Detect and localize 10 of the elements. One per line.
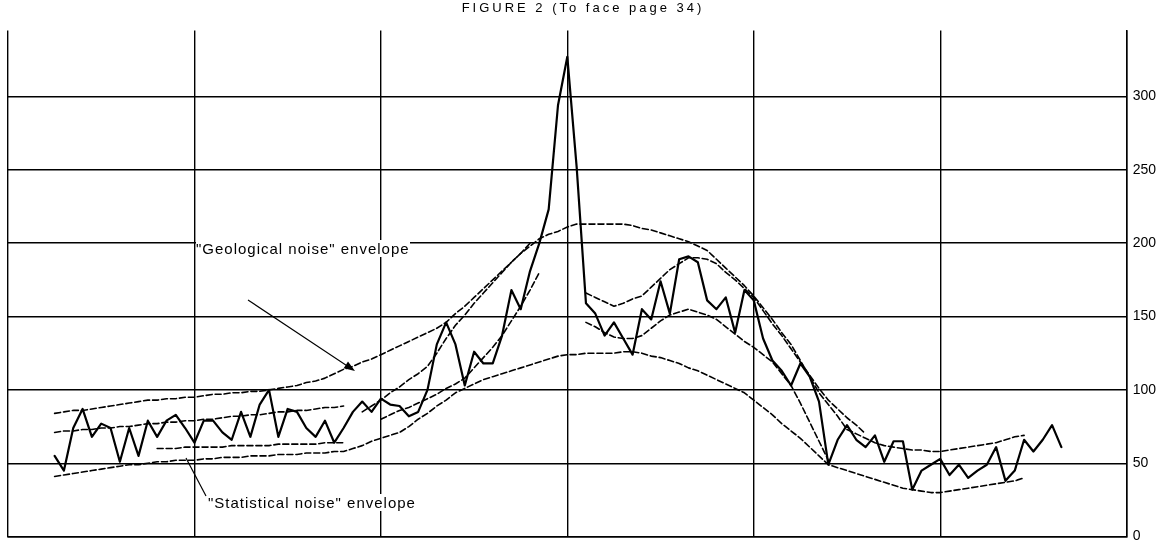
chart-title: FIGURE 2 (To face page 34) xyxy=(460,0,706,16)
y-tick-label: 150 xyxy=(1132,307,1157,324)
y-tick-label: 200 xyxy=(1132,234,1157,251)
y-tick-label: 100 xyxy=(1132,380,1157,397)
y-tick-label: 50 xyxy=(1132,454,1149,471)
annotation: "Statistical noise" envelope xyxy=(208,494,416,511)
annotation: "Geological noise" envelope xyxy=(196,240,410,257)
y-tick-label: 300 xyxy=(1132,87,1157,104)
y-tick-label: 0 xyxy=(1132,527,1141,544)
y-tick-label: 250 xyxy=(1132,160,1157,177)
